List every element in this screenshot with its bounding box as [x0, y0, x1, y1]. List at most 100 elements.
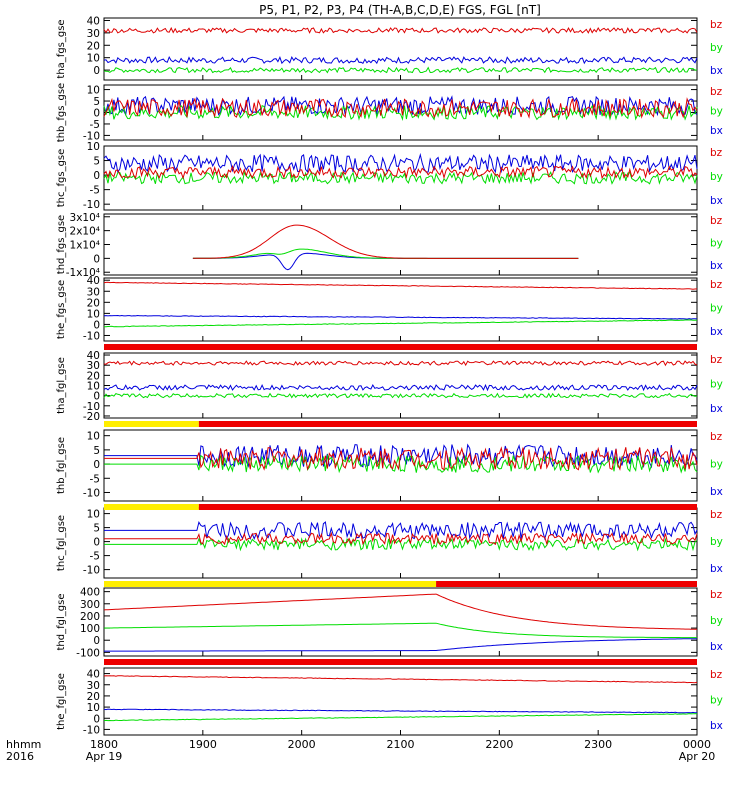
status-bar-yellow — [104, 421, 199, 427]
y-tick-label: 20 — [87, 297, 100, 309]
x-tick-label: 2300 — [584, 738, 612, 751]
y-tick-label: -5 — [90, 119, 100, 131]
y-tick-label: 0 — [93, 170, 100, 182]
x-tick-label: 2100 — [387, 738, 415, 751]
y-tick-label: -5 — [90, 551, 100, 563]
y-tick-label: 2x10⁴ — [70, 226, 100, 238]
y-axis-label: thb_fgl_gse — [56, 437, 67, 494]
y-axis-label: thb_fgs_gse — [56, 83, 67, 142]
x-axis-label-bottom: 2016 — [6, 750, 34, 763]
series-bz — [104, 531, 698, 546]
y-axis-label: thc_fgs_gse — [56, 149, 67, 208]
y-tick-label: 20 — [87, 691, 100, 703]
x-tick-label: 2000 — [288, 738, 316, 751]
y-tick-label: -1x10⁴ — [66, 267, 100, 279]
panel-frame — [103, 587, 698, 657]
panel-frame — [103, 429, 698, 502]
panel-frame — [103, 667, 698, 736]
series-by — [103, 104, 698, 122]
series-bx — [103, 708, 698, 714]
y-tick-label: 30 — [87, 28, 100, 40]
series-by — [103, 392, 698, 399]
y-tick-label: 0 — [93, 713, 100, 725]
y-tick-label: 5 — [93, 156, 100, 168]
series-by — [103, 171, 698, 185]
panel-frame — [103, 277, 698, 342]
legend-bz: bz — [710, 215, 723, 227]
y-tick-label: 10 — [87, 141, 100, 153]
legend-bx: bx — [710, 563, 723, 575]
y-tick-label: 40 — [87, 15, 100, 27]
y-axis-label: tha_fgl_gse — [56, 357, 67, 414]
y-tick-label: 0 — [93, 319, 100, 331]
y-tick-label: 0 — [93, 635, 100, 647]
y-tick-label: 200 — [80, 611, 100, 623]
panel-frame — [103, 213, 698, 276]
y-tick-label: 5 — [93, 445, 100, 457]
y-tick-label: 0 — [93, 391, 100, 403]
y-tick-label: -10 — [83, 401, 100, 413]
legend-bz: bz — [710, 147, 723, 159]
legend-bz: bz — [710, 86, 723, 98]
y-tick-label: 400 — [80, 587, 100, 599]
y-tick-label: 20 — [87, 370, 100, 382]
y-axis-label: the_fgl_gse — [56, 673, 67, 730]
series-by — [103, 622, 697, 639]
y-tick-label: 0 — [93, 253, 100, 265]
legend-bz: bz — [710, 279, 723, 291]
series-bz — [103, 97, 698, 119]
y-tick-label: 300 — [80, 599, 100, 611]
series-bx — [104, 521, 698, 541]
y-tick-label: 40 — [87, 350, 100, 362]
y-axis-label: thd_fgl_gse — [56, 594, 67, 651]
status-bar-red — [104, 344, 697, 350]
series-bx — [103, 152, 698, 174]
y-axis-label: tha_fgs_gse — [56, 19, 67, 78]
y-tick-label: -10 — [83, 724, 100, 736]
y-tick-label: -10 — [83, 130, 100, 142]
y-tick-label: 40 — [87, 275, 100, 287]
x-axis-start-date: Apr 19 — [86, 750, 123, 763]
series-bx — [103, 314, 698, 320]
series-bz — [103, 593, 698, 630]
legend-bx: bx — [710, 195, 723, 207]
y-tick-label: 10 — [87, 702, 100, 714]
legend-bx: bx — [710, 486, 723, 498]
series-by — [104, 319, 698, 328]
y-tick-label: 10 — [87, 53, 100, 65]
legend-by: by — [710, 171, 723, 183]
series-bz — [103, 360, 698, 367]
y-tick-label: -5 — [90, 185, 100, 197]
series-bx — [103, 383, 698, 392]
legend-bx: bx — [710, 65, 723, 77]
y-tick-label: 10 — [87, 308, 100, 320]
y-tick-label: 100 — [80, 623, 100, 635]
panel-thb_fgl_gse: thb_fgl_gse 10 5 0 -5 -10 bz by bx — [56, 429, 723, 502]
y-tick-label: 5 — [93, 96, 100, 108]
legend-by: by — [710, 615, 723, 627]
y-tick-label: 10 — [87, 85, 100, 97]
x-tick-label: 2200 — [485, 738, 513, 751]
legend-by: by — [710, 238, 723, 250]
y-tick-label: 30 — [87, 680, 100, 692]
y-tick-label: 30 — [87, 360, 100, 372]
series-by — [103, 66, 698, 74]
panel-frame — [103, 352, 698, 419]
series-bx — [103, 55, 698, 65]
legend-by: by — [710, 379, 723, 391]
legend-bx: bx — [710, 326, 723, 338]
status-bar-red — [198, 421, 697, 427]
panel-frame — [103, 145, 698, 211]
y-tick-label: 10 — [87, 381, 100, 393]
y-tick-label: -5 — [90, 473, 100, 485]
series-bz — [103, 281, 698, 290]
status-bar-yellow — [104, 504, 199, 510]
y-tick-label: -10 — [83, 330, 100, 342]
y-tick-label: 1x10⁴ — [70, 240, 100, 252]
series-bz — [192, 224, 579, 259]
series-bz — [104, 446, 698, 471]
